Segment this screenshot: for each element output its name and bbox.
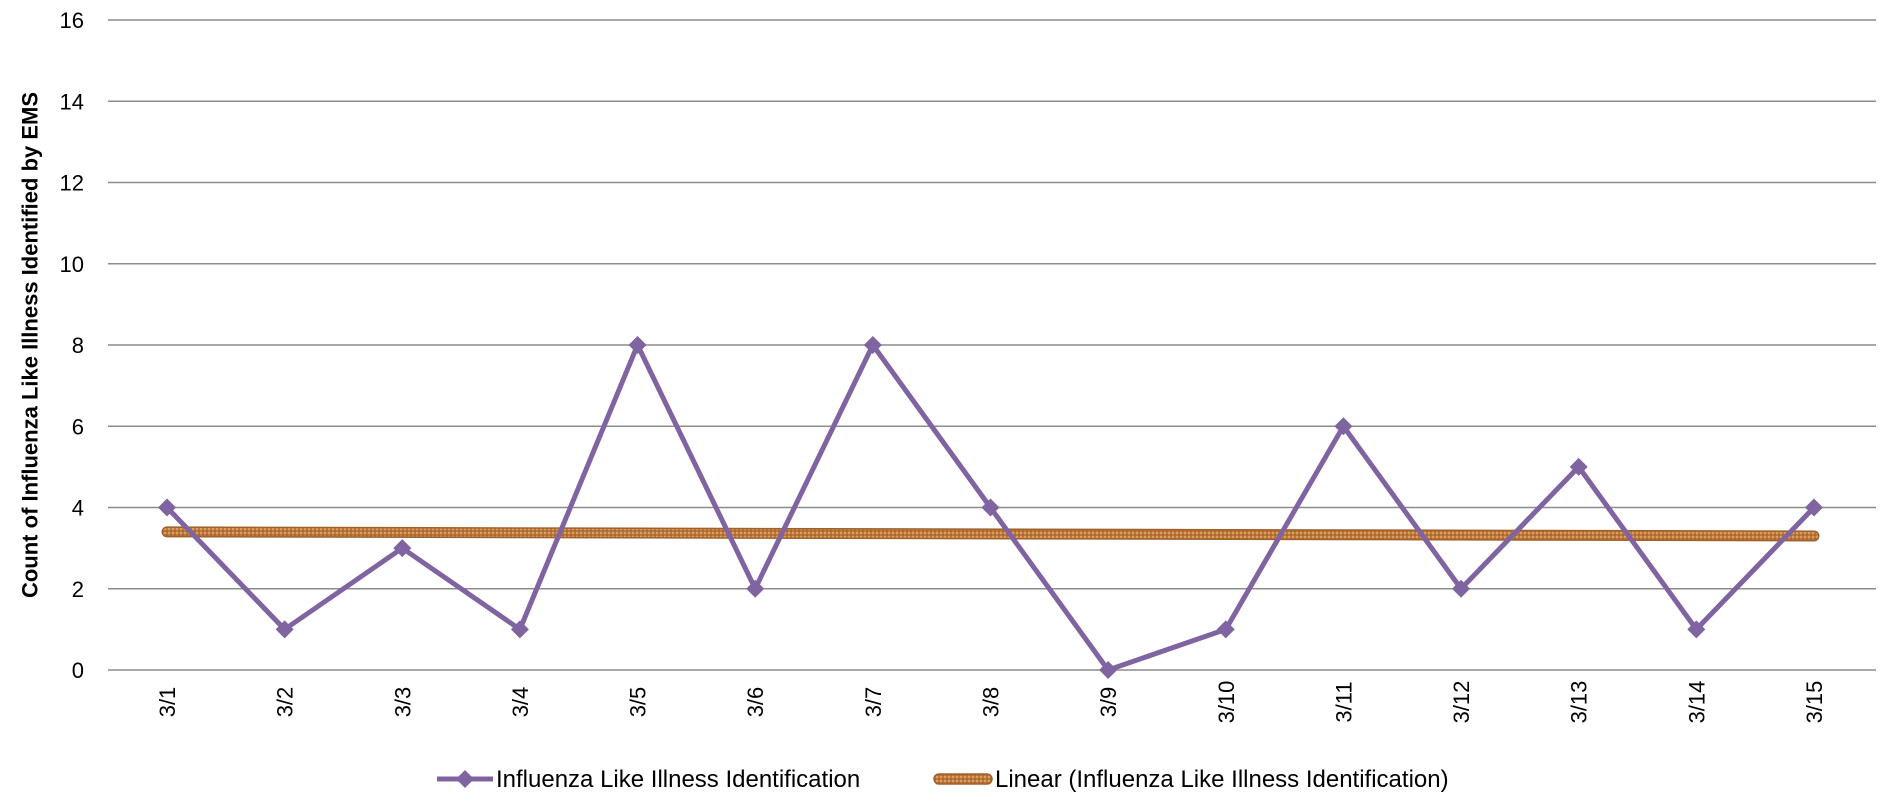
x-tick-label: 3/1: [155, 687, 180, 718]
series-layer: [158, 336, 1823, 679]
x-axis-ticks: 3/1 3/2 3/3 3/4 3/5 3/6 3/7 3/8 3/9 3/10 3/11 3/12 3…: [155, 681, 1827, 724]
x-tick-label: 3/5: [626, 687, 651, 718]
legend-trendline-swatch: [933, 773, 993, 785]
legend-item-series: Influenza Like Illness Identification: [437, 766, 860, 793]
legend-item-trendline: Linear (Influenza Like Illness Identific…: [933, 766, 1449, 793]
data-point: [393, 539, 412, 558]
x-tick-label: 3/9: [1096, 687, 1121, 718]
legend-trendline-label: Linear (Influenza Like Illness Identific…: [995, 766, 1449, 793]
x-tick-label: 3/12: [1449, 681, 1474, 724]
data-point: [1216, 620, 1235, 639]
y-tick-label: 0: [72, 658, 84, 683]
data-point: [1687, 620, 1706, 639]
x-tick-label: 3/4: [508, 687, 533, 718]
x-tick-label: 3/6: [743, 687, 768, 718]
y-tick-label: 2: [72, 577, 84, 602]
data-point: [1569, 457, 1588, 476]
legend-series-marker: [456, 770, 474, 788]
x-tick-label: 3/15: [1802, 681, 1827, 724]
data-point: [981, 498, 1000, 517]
y-tick-label: 12: [60, 171, 84, 196]
data-point: [275, 620, 294, 639]
data-point: [1804, 498, 1823, 517]
y-axis-ticks: 0 2 4 6 8 10 12 14 16: [60, 8, 84, 683]
x-tick-label: 3/8: [978, 687, 1003, 718]
x-tick-label: 3/13: [1567, 681, 1592, 724]
y-tick-label: 14: [60, 89, 84, 114]
trendline-layer: [161, 526, 1820, 542]
y-tick-label: 4: [72, 496, 84, 521]
data-point: [1452, 579, 1471, 598]
x-tick-label: 3/7: [861, 687, 886, 718]
y-tick-label: 16: [60, 8, 84, 33]
y-tick-label: 6: [72, 414, 84, 439]
y-axis-title: Count of Influenza Like Illness Identifi…: [18, 92, 43, 598]
x-tick-label: 3/2: [273, 687, 298, 718]
legend: Influenza Like Illness Identification Li…: [437, 766, 1449, 793]
data-point: [628, 336, 647, 354]
gridlines: [108, 19, 1876, 671]
x-tick-label: 3/14: [1684, 681, 1709, 724]
data-point: [1099, 661, 1118, 679]
data-point: [1334, 417, 1353, 436]
y-tick-label: 8: [72, 333, 84, 358]
x-tick-label: 3/3: [390, 687, 415, 718]
data-point: [510, 620, 529, 639]
x-tick-label: 3/10: [1214, 681, 1239, 724]
data-point: [746, 579, 765, 598]
data-point: [158, 498, 176, 517]
trendline: [163, 527, 1818, 540]
data-point: [863, 336, 882, 354]
legend-series-label: Influenza Like Illness Identification: [496, 766, 860, 793]
y-tick-label: 10: [60, 252, 84, 277]
x-tick-label: 3/11: [1331, 681, 1356, 722]
